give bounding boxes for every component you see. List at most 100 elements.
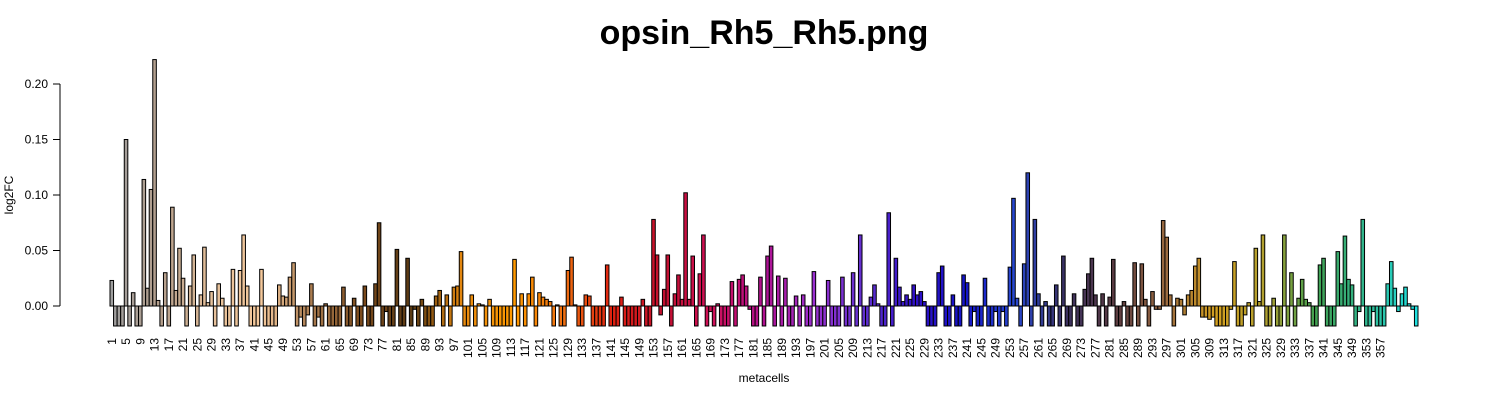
x-tick-label: 45 [262, 338, 276, 352]
bar-metacell-119 [530, 276, 535, 307]
bar-metacell-232 [932, 305, 938, 327]
bar-metacell-191 [786, 305, 792, 327]
bar-metacell-206 [840, 276, 845, 307]
y-axis: 0.00 0.05 0.10 0.15 0.20 [25, 77, 61, 313]
x-tick-label: 261 [1031, 338, 1045, 358]
x-tick-label: 117 [518, 338, 532, 357]
bar-metacell-101 [465, 305, 471, 327]
x-tick-label: 49 [276, 338, 290, 352]
bar-metacell-240 [961, 274, 966, 307]
bar-metacell-6 [127, 305, 132, 327]
bar-metacell-200 [818, 305, 824, 327]
bar-metacell-325 [1264, 305, 1269, 327]
bar-metacell-91 [430, 305, 435, 327]
x-tick-label: 353 [1359, 338, 1373, 358]
bar-metacell-226 [911, 284, 916, 307]
bar-metacell-323 [1257, 301, 1262, 307]
bar-metacell-156 [661, 288, 667, 307]
bar-metacell-118 [526, 293, 532, 307]
x-tick-label: 33 [219, 338, 233, 352]
x-tick-label: 13 [148, 338, 162, 352]
bar-metacell-150 [640, 298, 646, 307]
x-tick-label: 277 [1088, 338, 1102, 358]
bar-metacell-9 [138, 305, 143, 327]
x-tick-label: 329 [1274, 338, 1288, 358]
bar-metacell-309 [1207, 305, 1212, 320]
bar-metacell-347 [1342, 235, 1348, 307]
bar-metacell-228 [918, 291, 924, 307]
bar-metacell-106 [483, 305, 489, 327]
bar-metacell-265 [1050, 305, 1055, 327]
bar-metacell-365 [1406, 303, 1412, 307]
bar-metacell-256 [1018, 305, 1023, 327]
bar-metacell-287 [1128, 305, 1134, 327]
bar-metacell-327 [1271, 297, 1276, 307]
x-tick-label: 201 [818, 338, 832, 358]
x-tick-label: 29 [205, 338, 219, 352]
chart-title: opsin_Rh5_Rh5.png [600, 14, 929, 52]
bar-metacell-160 [676, 274, 681, 307]
x-tick-label: 289 [1131, 338, 1145, 358]
x-tick-label: 77 [376, 338, 390, 352]
bar-metacell-359 [1385, 283, 1390, 307]
bar-metacell-129 [565, 269, 571, 307]
bar-metacell-133 [579, 305, 585, 327]
bar-metacell-42 [255, 305, 261, 327]
bar-metacell-279 [1100, 293, 1105, 307]
bar-metacell-268 [1061, 255, 1066, 307]
bar-metacell-67 [344, 305, 350, 327]
bar-metacell-82 [398, 305, 403, 327]
bar-metacell-199 [815, 305, 820, 327]
bar-metacell-180 [747, 305, 753, 310]
bar-metacell-307 [1200, 305, 1205, 318]
bar-metacell-151 [644, 305, 649, 327]
bar-metacell-1 [109, 279, 115, 307]
bar-metacell-114 [512, 258, 517, 307]
bar-metacell-316 [1232, 261, 1237, 307]
bar-metacell-84 [405, 257, 410, 307]
x-tick-label: 233 [932, 338, 946, 358]
x-tick-label: 85 [404, 338, 418, 352]
bar-metacell-165 [694, 305, 699, 327]
x-tick-label: 73 [361, 338, 375, 352]
x-tick-label: 121 [532, 338, 546, 358]
bar-metacell-140 [604, 264, 610, 307]
bars-group [109, 59, 1419, 327]
bar-metacell-88 [419, 298, 425, 307]
x-tick-label: 297 [1160, 338, 1174, 358]
x-tick-label: 105 [475, 338, 489, 358]
bar-metacell-277 [1093, 294, 1098, 307]
bar-metacell-276 [1089, 257, 1095, 307]
x-axis-tick-labels: 1 5 9 13 17 21 25 29 33 37 41 45 49 53 57 61 65 69 73 77 81 8… [105, 338, 1388, 358]
bar-metacell-109 [494, 305, 499, 327]
bar-metacell-123 [544, 298, 549, 307]
bar-metacell-329 [1278, 305, 1284, 327]
bar-metacell-354 [1367, 305, 1373, 327]
bar-metacell-132 [576, 305, 581, 327]
bar-metacell-293 [1150, 291, 1155, 307]
x-tick-label: 357 [1374, 338, 1388, 358]
bar-metacell-36 [234, 305, 239, 327]
bar-metacell-164 [690, 255, 696, 307]
bar-metacell-334 [1296, 297, 1301, 307]
bar-metacell-261 [1036, 293, 1041, 307]
bar-metacell-185 [765, 255, 770, 307]
bar-metacell-169 [708, 305, 713, 313]
bar-metacell-313 [1221, 305, 1227, 327]
bar-metacell-182 [754, 305, 760, 327]
bar-metacell-142 [612, 305, 617, 327]
bar-metacell-209 [850, 272, 856, 307]
bar-metacell-162 [683, 192, 688, 307]
bar-metacell-50 [284, 296, 289, 307]
bar-metacell-14 [155, 299, 161, 307]
bar-metacell-86 [412, 305, 418, 310]
x-tick-label: 125 [547, 338, 561, 358]
x-tick-label: 93 [433, 338, 447, 352]
x-tick-label: 293 [1145, 338, 1159, 358]
bar-metacell-31 [216, 283, 221, 307]
x-tick-label: 225 [903, 338, 917, 358]
x-tick-label: 257 [1017, 338, 1031, 358]
bar-metacell-32 [219, 297, 225, 307]
bar-metacell-189 [779, 305, 785, 327]
bar-metacell-258 [1025, 172, 1031, 307]
